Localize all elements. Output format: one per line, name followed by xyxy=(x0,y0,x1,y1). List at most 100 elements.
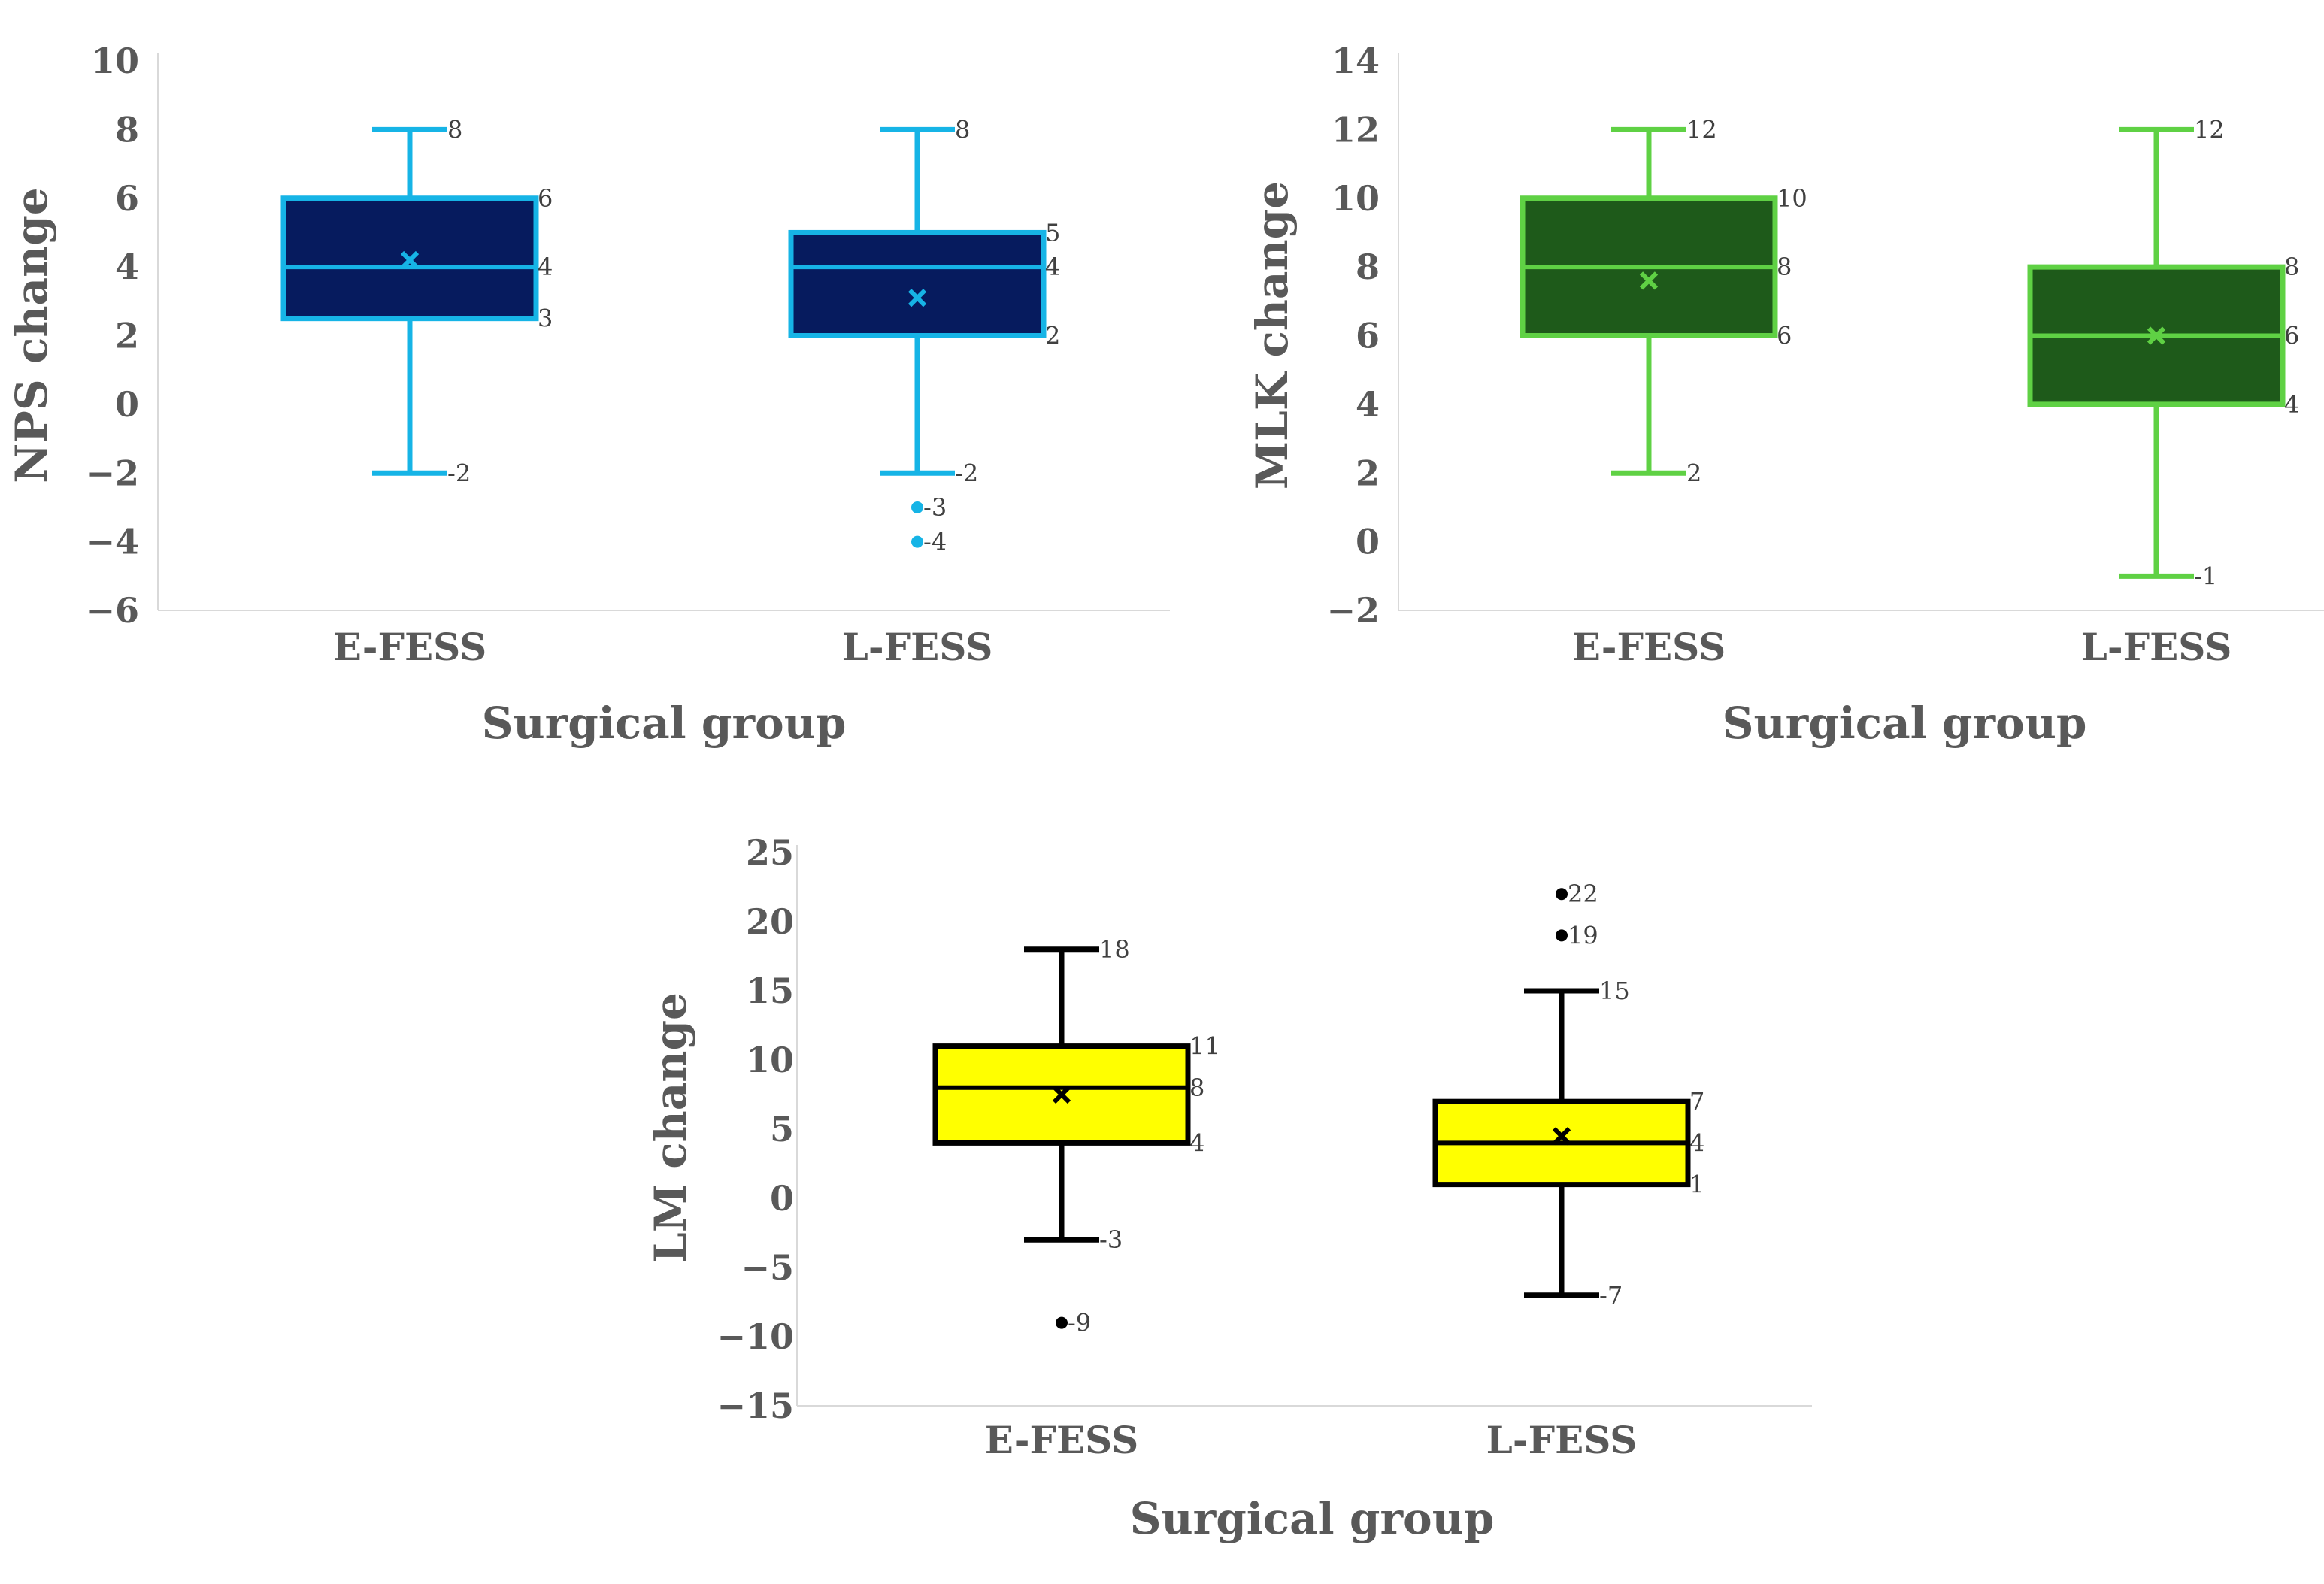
category-label: L-FESS xyxy=(2081,625,2232,669)
y-tick-label: 15 xyxy=(746,971,794,1011)
y-tick-label: −5 xyxy=(741,1247,794,1288)
mean-marker xyxy=(400,250,420,270)
y-tick-label: 8 xyxy=(1356,247,1380,287)
mean-marker xyxy=(1639,271,1659,290)
iqr-box xyxy=(788,229,1047,338)
median-value-label: 4 xyxy=(1045,253,1060,281)
y-tick-label: 0 xyxy=(115,384,139,425)
q1-value-label: 4 xyxy=(1189,1128,1204,1157)
y-tick-label: 0 xyxy=(1356,522,1380,562)
y-tick-label: 5 xyxy=(770,1109,794,1149)
box-e-fess: E-FESS 8 6 4 3 -2 xyxy=(280,115,553,669)
min-value-label: -2 xyxy=(955,459,978,487)
q1-value-label: 6 xyxy=(1777,322,1792,350)
y-tick-label: 12 xyxy=(1332,109,1380,150)
box-e-fess: E-FESS 12 10 8 6 2 xyxy=(1520,115,1807,669)
outlier-value-label: -4 xyxy=(923,528,947,556)
mean-marker-stroke xyxy=(1552,1127,1571,1146)
max-value-label: 18 xyxy=(1099,935,1130,964)
max-value-label: 12 xyxy=(2194,115,2225,144)
box-l-fess: L-FESS 15 7 4 1 -7 22 19 xyxy=(1432,880,1704,1462)
q1-value-label: 1 xyxy=(1689,1171,1704,1199)
max-value-label: 15 xyxy=(1599,977,1630,1005)
mean-marker xyxy=(907,289,927,307)
y-tick-label: 2 xyxy=(1356,453,1380,493)
chart-panel-1: −6 −4 −2 0 2 4 6 8 10 Surgical group NPS change E-F… xyxy=(6,41,1170,749)
mean-marker-stroke xyxy=(400,250,420,270)
median-value-label: 6 xyxy=(2284,322,2299,350)
outlier-value-label: -3 xyxy=(923,493,947,522)
y-tick-label: 10 xyxy=(1332,178,1380,219)
outlier-value-label: 19 xyxy=(1568,921,1598,949)
y-tick-label: 2 xyxy=(115,316,139,356)
outlier-point xyxy=(911,535,923,548)
y-axis-title: MLK change xyxy=(1247,181,1298,489)
y-tick-label: 10 xyxy=(91,41,139,81)
q3-value-label: 11 xyxy=(1189,1032,1220,1061)
q1-value-label: 4 xyxy=(2284,390,2299,419)
y-tick-label: −15 xyxy=(717,1386,794,1426)
max-value-label: 8 xyxy=(447,115,462,144)
y-tick-label: −2 xyxy=(1326,590,1380,631)
box-l-fess: L-FESS 8 5 4 2 -2 -3 -4 xyxy=(788,115,1060,669)
box-l-fess: L-FESS 12 8 6 4 -1 xyxy=(2027,115,2299,669)
q3-value-label: 8 xyxy=(2284,253,2299,281)
min-value-label: -2 xyxy=(447,459,471,487)
y-axis-title: LM change xyxy=(645,992,696,1263)
outlier-point xyxy=(1056,1316,1068,1329)
y-tick-label: 4 xyxy=(1356,384,1380,425)
q3-value-label: 10 xyxy=(1777,184,1807,213)
y-tick-label: 25 xyxy=(746,832,794,873)
y-tick-label: 8 xyxy=(115,109,139,150)
outlier-value-label: 22 xyxy=(1568,880,1598,908)
median-value-label: 8 xyxy=(1777,253,1792,281)
category-label: E-FESS xyxy=(1572,625,1726,669)
y-tick-label: 20 xyxy=(746,901,794,942)
y-tick-label: 14 xyxy=(1332,41,1380,81)
y-tick-label: −4 xyxy=(86,522,139,562)
q3-value-label: 7 xyxy=(1689,1087,1704,1116)
category-label: E-FESS xyxy=(333,625,487,669)
y-tick-label: 6 xyxy=(1356,316,1380,356)
min-value-label: 2 xyxy=(1686,459,1701,487)
outlier-point xyxy=(911,501,923,513)
mean-marker-stroke xyxy=(907,289,927,307)
outlier-point xyxy=(1556,929,1568,942)
y-tick-label: −10 xyxy=(717,1316,794,1357)
mean-marker xyxy=(1052,1085,1071,1104)
mean-marker xyxy=(2147,326,2166,345)
y-tick-label: 10 xyxy=(746,1040,794,1080)
y-tick-label: −2 xyxy=(86,453,139,493)
y-tick-label: −6 xyxy=(86,590,139,631)
chart-panel-2: −2 0 2 4 6 8 10 12 14 Surgical group MLK change E-F… xyxy=(1247,41,2324,749)
q1-value-label: 3 xyxy=(538,304,553,333)
x-axis-title: Surgical group xyxy=(482,698,847,749)
q3-value-label: 5 xyxy=(1045,218,1060,247)
min-value-label: -3 xyxy=(1099,1225,1123,1254)
outlier-value-label: -9 xyxy=(1068,1309,1091,1337)
mean-marker xyxy=(1552,1127,1571,1146)
median-value-label: 4 xyxy=(538,253,553,281)
y-tick-label: 6 xyxy=(115,178,139,219)
max-value-label: 8 xyxy=(955,115,970,144)
category-label: E-FESS xyxy=(985,1418,1139,1462)
y-tick-label: 4 xyxy=(115,247,139,287)
iqr-box xyxy=(280,195,539,322)
mean-marker-stroke xyxy=(2147,326,2166,345)
q3-value-label: 6 xyxy=(538,184,553,213)
mean-marker-stroke xyxy=(1639,271,1659,290)
y-tick-label: 0 xyxy=(770,1178,794,1219)
y-axis-title: NPS change xyxy=(6,187,57,483)
median-value-label: 8 xyxy=(1189,1074,1204,1102)
x-axis-title: Surgical group xyxy=(1130,1493,1495,1544)
max-value-label: 12 xyxy=(1686,115,1717,144)
category-label: L-FESS xyxy=(1486,1418,1638,1462)
chart-panel-3: −15 −10 −5 0 5 10 15 20 25 Surgical group LM chang… xyxy=(645,832,1812,1544)
min-value-label: -7 xyxy=(1599,1281,1623,1310)
min-value-label: -1 xyxy=(2194,562,2217,590)
median-value-label: 4 xyxy=(1689,1128,1704,1157)
q1-value-label: 2 xyxy=(1045,322,1060,350)
x-axis-title: Surgical group xyxy=(1723,698,2087,749)
